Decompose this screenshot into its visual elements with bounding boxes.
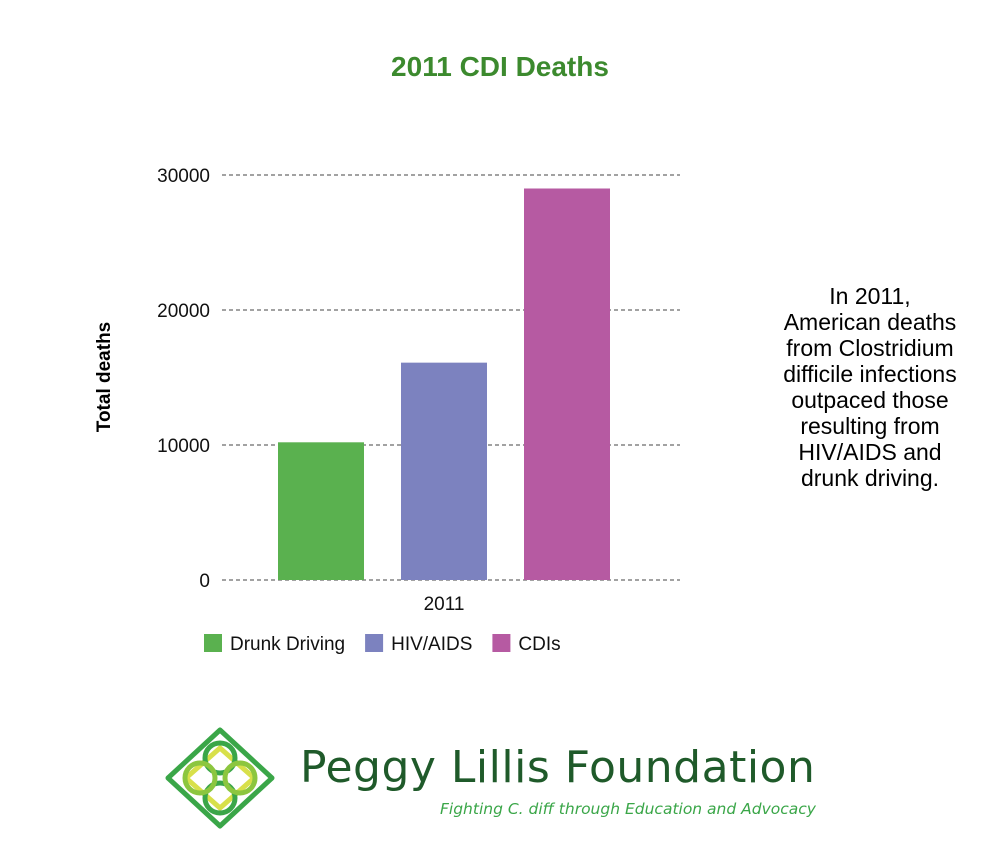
y-tick-label: 10000 xyxy=(157,436,210,457)
y-tick-label: 0 xyxy=(199,571,210,592)
logo-name: Peggy Lillis Foundation xyxy=(300,742,816,793)
callout-line: drunk driving. xyxy=(800,465,940,491)
callout-line: outpaced those xyxy=(791,387,949,413)
bar-hiv-aids xyxy=(401,362,487,580)
callout-line: In 2011, xyxy=(829,283,911,309)
x-tick-label: 2011 xyxy=(424,594,465,615)
legend-swatch xyxy=(365,634,384,652)
y-axis-label: Total deaths xyxy=(94,322,115,433)
logo-tagline: Fighting C. diff through Education and A… xyxy=(440,800,816,818)
bar-chart: 2011 CDI Deaths 0 10000 20000 30000 Total dea… xyxy=(94,51,680,655)
y-tick-label: 30000 xyxy=(157,166,210,187)
callout-line: difficile infections xyxy=(783,361,957,387)
legend-label: CDIs xyxy=(518,634,560,655)
callout-line: American deaths xyxy=(783,309,957,335)
celtic-knot-icon xyxy=(165,727,275,829)
callout-line: resulting from xyxy=(800,413,940,439)
legend-swatch xyxy=(492,634,511,652)
callout-text: In 2011, American deaths from Clostridium d… xyxy=(755,283,985,491)
callout-line: from Clostridium xyxy=(786,335,954,361)
legend-label: HIV/AIDS xyxy=(391,634,472,655)
chart-title: 2011 CDI Deaths xyxy=(391,51,609,82)
callout-line: HIV/AIDS and xyxy=(798,439,942,465)
bar-cdis xyxy=(524,188,610,580)
y-tick-label: 20000 xyxy=(157,301,210,322)
legend-label: Drunk Driving xyxy=(230,634,345,655)
bar-drunk-driving xyxy=(278,442,364,580)
legend-swatch xyxy=(204,634,222,652)
